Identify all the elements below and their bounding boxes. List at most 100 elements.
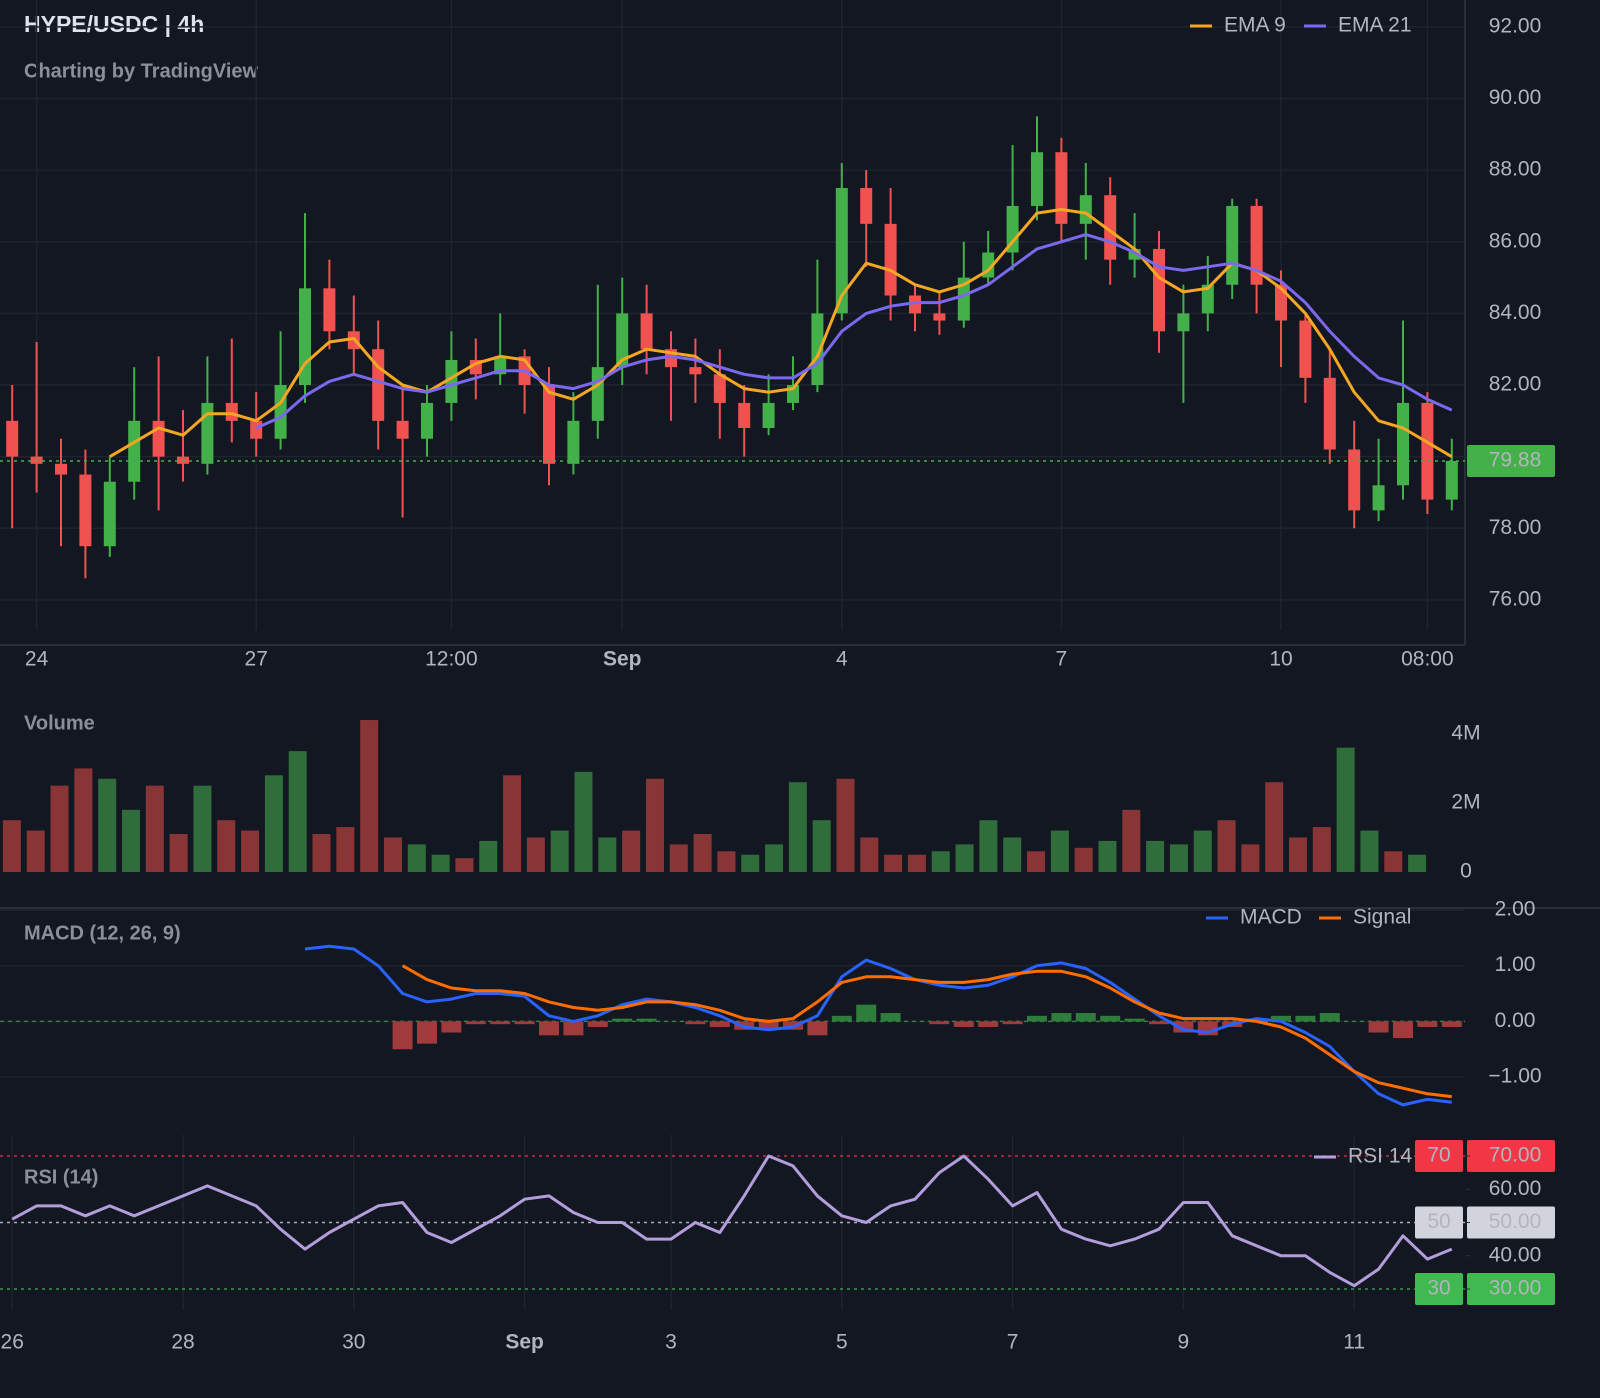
candle-body bbox=[1250, 205, 1263, 285]
y-tick-label: 70.00 bbox=[1489, 1144, 1542, 1167]
series-line bbox=[109, 208, 1453, 458]
level-label: 30 bbox=[1427, 1277, 1450, 1300]
level-badge bbox=[1415, 1139, 1463, 1172]
histogram-bar bbox=[514, 1021, 535, 1025]
volume-bar bbox=[407, 844, 426, 872]
y-tick-label: 2.00 bbox=[1495, 898, 1536, 921]
candle-body bbox=[6, 420, 19, 457]
volume-bar bbox=[1384, 851, 1403, 872]
histogram-bar bbox=[441, 1021, 462, 1033]
y-tick-label: 1.00 bbox=[1495, 953, 1536, 976]
histogram-bar bbox=[978, 1021, 999, 1027]
volume-bar bbox=[931, 851, 950, 872]
candle-body bbox=[884, 223, 897, 296]
histogram-bar bbox=[636, 1018, 657, 1022]
level-badge bbox=[1415, 1206, 1463, 1239]
candle-body bbox=[860, 188, 873, 224]
volume-bar bbox=[217, 820, 236, 872]
volume-bar bbox=[1289, 837, 1308, 872]
histogram-bar bbox=[1295, 1015, 1316, 1022]
y-tick-label: 0.00 bbox=[1495, 1009, 1536, 1032]
y-tick-label: 86.00 bbox=[1489, 229, 1542, 252]
candle-body bbox=[445, 359, 458, 403]
x-tick-label: 10 bbox=[1269, 648, 1292, 671]
volume-bar bbox=[455, 858, 474, 872]
histogram-bar bbox=[709, 1021, 730, 1027]
histogram-bar bbox=[831, 1015, 852, 1022]
candle-body bbox=[835, 188, 848, 314]
volume-bar bbox=[717, 851, 736, 872]
candle-body bbox=[1226, 205, 1239, 285]
y-tick-label: 90.00 bbox=[1489, 86, 1542, 109]
x-tick-label: 28 bbox=[171, 1331, 194, 1354]
candle-body bbox=[1153, 248, 1165, 332]
candle-body bbox=[1323, 377, 1336, 450]
candle-body bbox=[1079, 195, 1092, 224]
y-tick-label: 0 bbox=[1460, 860, 1472, 883]
tick-badge bbox=[1467, 1273, 1555, 1306]
histogram-bar bbox=[1441, 1021, 1462, 1027]
volume-bar bbox=[955, 844, 974, 872]
candle-body bbox=[55, 463, 67, 475]
y-tick-label: 78.00 bbox=[1489, 516, 1542, 539]
histogram-bar bbox=[1075, 1013, 1096, 1022]
candle-body bbox=[372, 349, 385, 421]
x-tick-label: 12:00 bbox=[425, 648, 478, 671]
level-badge bbox=[1415, 1273, 1463, 1306]
histogram-bar bbox=[539, 1021, 559, 1036]
x-tick-label: 3 bbox=[665, 1331, 677, 1354]
histogram-bar bbox=[1368, 1021, 1389, 1033]
volume-bar bbox=[1312, 827, 1331, 872]
histogram-bar bbox=[1100, 1015, 1121, 1022]
volume-bar bbox=[503, 775, 522, 872]
histogram-bar bbox=[685, 1021, 706, 1025]
volume-bar bbox=[622, 830, 641, 872]
x-tick-label: 24 bbox=[25, 648, 49, 671]
candle-body bbox=[1177, 313, 1190, 332]
y-tick-label: 88.00 bbox=[1489, 158, 1542, 181]
last-price-label: 79.88 bbox=[1489, 448, 1542, 471]
level-label: 70 bbox=[1427, 1144, 1450, 1167]
panel-title: MACD (12, 26, 9) bbox=[24, 922, 181, 944]
candle-body bbox=[616, 313, 629, 368]
candle-body bbox=[103, 481, 116, 547]
series-line bbox=[401, 964, 1452, 1099]
candle-body bbox=[1031, 152, 1043, 206]
candle-body bbox=[1372, 485, 1385, 511]
candle-body bbox=[1445, 460, 1458, 500]
y-tick-label: 76.00 bbox=[1489, 587, 1542, 610]
y-tick-label: 82.00 bbox=[1489, 373, 1542, 396]
histogram-bar bbox=[1002, 1021, 1023, 1025]
x-tick-label: 9 bbox=[1178, 1331, 1190, 1354]
x-tick-label: 7 bbox=[1007, 1331, 1019, 1354]
candle-body bbox=[152, 420, 165, 457]
histogram-bar bbox=[417, 1021, 437, 1044]
histogram-bar bbox=[1027, 1015, 1047, 1022]
candle-body bbox=[543, 385, 555, 464]
y-tick-label: 84.00 bbox=[1489, 301, 1542, 324]
candle-body bbox=[738, 402, 751, 428]
y-tick-label: 40.00 bbox=[1489, 1243, 1542, 1266]
candle-body bbox=[713, 374, 726, 403]
panel-title: RSI (14) bbox=[24, 1166, 98, 1188]
volume-bar bbox=[860, 837, 879, 872]
legend-label: Signal bbox=[1353, 906, 1411, 929]
y-tick-label: 30.00 bbox=[1489, 1277, 1542, 1300]
volume-bar bbox=[26, 830, 45, 872]
volume-bar bbox=[336, 827, 355, 872]
volume-bar bbox=[1193, 830, 1212, 872]
histogram-bar bbox=[1124, 1018, 1145, 1022]
x-tick-label: 27 bbox=[245, 648, 268, 671]
histogram-bar bbox=[587, 1021, 608, 1027]
subtitle: Charting by TradingView bbox=[24, 60, 259, 82]
y-tick-label: 50.00 bbox=[1489, 1210, 1542, 1233]
volume-bar bbox=[1074, 847, 1093, 872]
volume-bar bbox=[1169, 844, 1188, 872]
candle-body bbox=[250, 420, 263, 439]
histogram-bar bbox=[758, 1021, 779, 1030]
volume-bar bbox=[1408, 854, 1427, 872]
candle-body bbox=[1299, 320, 1312, 378]
histogram-bar bbox=[1271, 1015, 1291, 1022]
x-tick-label: 5 bbox=[836, 1331, 848, 1354]
